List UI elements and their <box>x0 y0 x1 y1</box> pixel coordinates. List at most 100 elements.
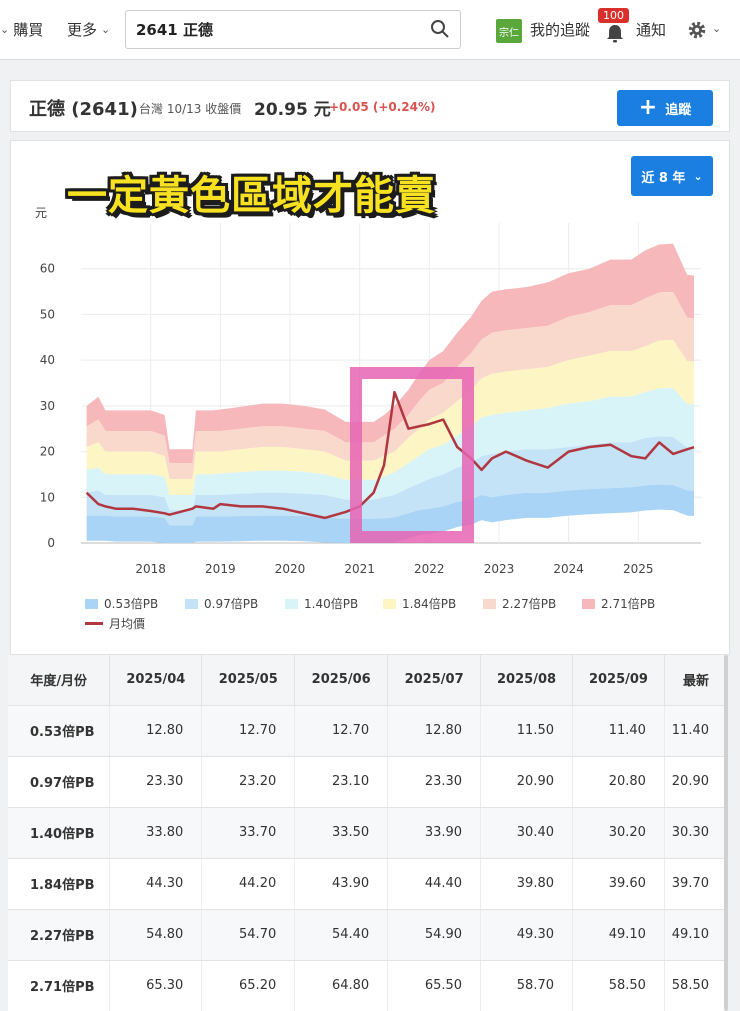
table-cell: 30.30 <box>664 807 729 859</box>
track-button-label: 追蹤 <box>665 102 692 118</box>
table-row: 1.84倍PB 44.30 44.20 43.90 44.40 39.80 39.60 39.… <box>8 858 729 910</box>
band-0.53倍PB <box>86 484 695 543</box>
pb-band-chart: 0 10 20 30 40 50 60 元 2018 2019 2020 2021 2022 2023 20… <box>35 206 701 576</box>
table-cell: 23.10 <box>294 756 389 808</box>
table-cell: 54.90 <box>387 909 482 961</box>
table-cell: 11.50 <box>480 705 573 757</box>
x-tick-label: 2020 <box>275 562 306 576</box>
nav-notify[interactable]: 通知 <box>636 19 666 40</box>
y-tick-label: 40 <box>40 353 55 367</box>
column-header: 2025/04 <box>109 655 203 706</box>
table-cell: 12.80 <box>387 705 482 757</box>
legend-item[interactable]: 2.71倍PB <box>582 595 655 612</box>
table-cell: 39.80 <box>480 858 573 910</box>
legend-swatch <box>285 598 298 609</box>
nav-more-label: 更多 <box>67 21 98 39</box>
column-header: 2025/06 <box>294 655 389 706</box>
chevron-down-icon[interactable]: ⌄ <box>712 22 722 35</box>
table-cell: 64.80 <box>294 960 389 1011</box>
table-cell: 39.60 <box>572 858 665 910</box>
x-tick-label: 2023 <box>484 562 515 576</box>
table-cell: 30.40 <box>480 807 573 859</box>
legend-item[interactable]: 月均價 <box>85 615 145 632</box>
legend-swatch <box>582 598 595 609</box>
table-cell: 33.70 <box>201 807 296 859</box>
table-cell: 20.90 <box>480 756 573 808</box>
band-1.40倍PB <box>86 388 695 511</box>
column-header: 2025/05 <box>201 655 296 706</box>
table-cell: 23.30 <box>387 756 482 808</box>
table-cell: 58.50 <box>664 960 729 1011</box>
table-cell: 12.80 <box>109 705 203 757</box>
stock-header: 正德 (2641) 台灣 10/13 收盤價 20.95 元 +0.05 (+0… <box>10 80 730 132</box>
table-cell: 33.90 <box>387 807 482 859</box>
chart-card: 0 10 20 30 40 50 60 元 2018 2019 2020 2021 2022 2023 20… <box>10 140 730 655</box>
table-cell: 44.20 <box>201 858 296 910</box>
table-cell: 58.70 <box>480 960 573 1011</box>
nav-more[interactable]: 更多 ⌄ <box>67 19 110 40</box>
stock-meta: 台灣 10/13 收盤價 <box>139 102 242 116</box>
legend-label: 2.71倍PB <box>601 597 656 611</box>
table-cell: 54.40 <box>294 909 389 961</box>
table-cell: 33.50 <box>294 807 389 859</box>
table-cell: 49.10 <box>572 909 665 961</box>
table-header-row: 年度/月份 2025/04 2025/05 2025/06 2025/07 2025/08… <box>8 655 729 706</box>
search-box[interactable] <box>125 10 461 49</box>
table-cell: 33.80 <box>109 807 203 859</box>
table-cell: 65.20 <box>201 960 296 1011</box>
column-header: 2025/08 <box>480 655 573 706</box>
row-label: 0.53倍PB <box>8 705 111 757</box>
nav-tracking-label: 我的追蹤 <box>530 21 591 39</box>
band-0.97倍PB <box>86 436 695 526</box>
table-cell: 23.20 <box>201 756 296 808</box>
bell-icon[interactable] <box>603 22 627 46</box>
band-1.84倍PB <box>86 340 695 495</box>
legend-label: 1.84倍PB <box>402 597 457 611</box>
range-dropdown[interactable]: 近 8 年 ⌄ <box>631 156 713 196</box>
table-scrollbar[interactable] <box>724 655 728 1011</box>
search-input[interactable] <box>136 20 426 38</box>
table-cell: 20.80 <box>572 756 665 808</box>
notification-badge: 100 <box>598 8 629 23</box>
nav-buy[interactable]: ⌄ 購買 <box>0 19 43 40</box>
y-tick-label: 50 <box>40 307 55 321</box>
table-cell: 39.70 <box>664 858 729 910</box>
row-label: 2.27倍PB <box>8 909 111 961</box>
table-row: 2.27倍PB 54.80 54.70 54.40 54.90 49.30 49.10 49.… <box>8 909 729 961</box>
avatar[interactable]: 宗仁 <box>496 19 522 43</box>
table-cell: 44.40 <box>387 858 482 910</box>
legend-label: 1.40倍PB <box>304 597 359 611</box>
column-header: 最新 <box>664 655 729 706</box>
track-button[interactable]: + 追蹤 <box>617 90 713 126</box>
table-cell: 12.70 <box>294 705 389 757</box>
y-tick-label: 20 <box>40 445 55 459</box>
table-cell: 20.90 <box>664 756 729 808</box>
legend-label: 0.97倍PB <box>204 597 259 611</box>
table-cell: 23.30 <box>109 756 203 808</box>
table-row: 0.53倍PB 12.80 12.70 12.70 12.80 11.50 11.40 11.… <box>8 705 729 757</box>
row-label: 0.97倍PB <box>8 756 111 808</box>
gear-icon[interactable] <box>686 19 708 41</box>
legend-label: 2.27倍PB <box>502 597 557 611</box>
x-tick-label: 2019 <box>205 562 236 576</box>
legend-item[interactable]: 2.27倍PB <box>483 595 556 612</box>
legend-item[interactable]: 0.97倍PB <box>185 595 258 612</box>
x-tick-label: 2022 <box>414 562 445 576</box>
legend-label: 0.53倍PB <box>104 597 159 611</box>
table-cell: 49.10 <box>664 909 729 961</box>
search-icon[interactable] <box>430 19 450 39</box>
pb-table-grid: 年度/月份 2025/04 2025/05 2025/06 2025/07 2025/08… <box>8 655 729 1011</box>
plus-icon: + <box>638 95 658 120</box>
legend-item[interactable]: 0.53倍PB <box>85 595 158 612</box>
band-2.27倍PB <box>86 292 695 479</box>
nav-notify-label: 通知 <box>636 21 667 39</box>
legend-item[interactable]: 1.84倍PB <box>383 595 456 612</box>
legend-item[interactable]: 1.40倍PB <box>285 595 358 612</box>
column-header: 2025/07 <box>387 655 482 706</box>
nav-buy-label: 購買 <box>13 21 44 39</box>
x-tick-label: 2021 <box>344 562 375 576</box>
table-cell: 65.50 <box>387 960 482 1011</box>
nav-tracking[interactable]: 我的追蹤 <box>530 19 590 40</box>
chevron-down-icon: ⌄ <box>0 23 10 36</box>
stock-change: +0.05 (+0.24%) <box>329 100 436 114</box>
